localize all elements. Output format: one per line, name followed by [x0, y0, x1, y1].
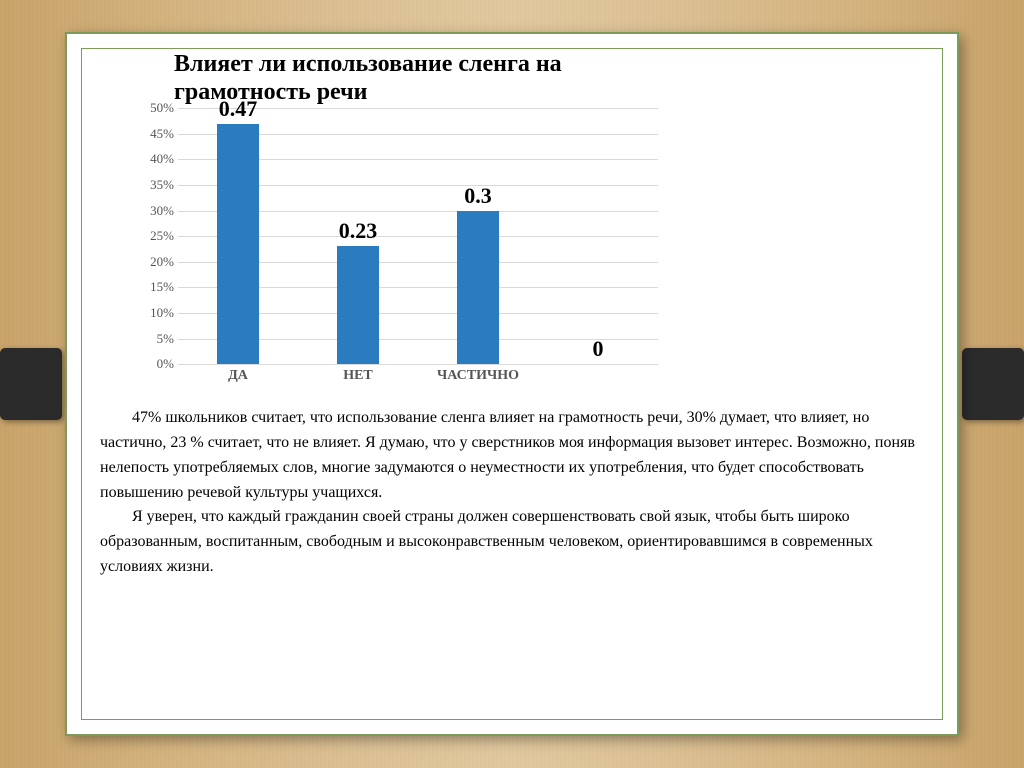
y-tick-label: 15%	[130, 279, 174, 295]
x-tick-label: ЧАСТИЧНО	[418, 364, 538, 388]
x-tick-label	[538, 364, 658, 388]
body-text: 47% школьников считает, что использовани…	[100, 406, 924, 580]
x-tick-label: НЕТ	[298, 364, 418, 388]
bar-value-label: 0.23	[298, 218, 418, 244]
bar-slot: 0.47	[178, 108, 298, 364]
y-tick-label: 0%	[130, 356, 174, 372]
y-tick-label: 40%	[130, 151, 174, 167]
slide-paper: Влияет ли использование сленга на грамот…	[65, 32, 959, 736]
bar	[457, 211, 499, 365]
y-tick-label: 45%	[130, 126, 174, 142]
binder-clip-right	[962, 348, 1024, 420]
chart-plot: 50%45%40%35%30%25%20%15%10%5%0% 0.470.23…	[178, 108, 658, 388]
y-tick-label: 5%	[130, 331, 174, 347]
paragraph-2: Я уверен, что каждый гражданин своей стр…	[100, 505, 924, 579]
bar-value-label: 0	[538, 336, 658, 362]
bar	[337, 246, 379, 364]
y-tick-label: 50%	[130, 100, 174, 116]
y-tick-label: 25%	[130, 228, 174, 244]
y-axis: 50%45%40%35%30%25%20%15%10%5%0%	[130, 108, 174, 364]
y-tick-label: 20%	[130, 254, 174, 270]
slide-inner: Влияет ли использование сленга на грамот…	[81, 48, 943, 720]
x-tick-label: ДА	[178, 364, 298, 388]
y-tick-label: 35%	[130, 177, 174, 193]
bar	[217, 124, 259, 365]
bar-slot: 0	[538, 108, 658, 364]
binder-clip-left	[0, 348, 62, 420]
bar-slot: 0.23	[298, 108, 418, 364]
bar-value-label: 0.3	[418, 183, 538, 209]
bar-value-label: 0.47	[178, 96, 298, 122]
y-tick-label: 30%	[130, 203, 174, 219]
x-axis: ДАНЕТЧАСТИЧНО	[178, 364, 658, 388]
paragraph-1: 47% школьников считает, что использовани…	[100, 406, 924, 505]
bars-container: 0.470.230.3 0	[178, 108, 658, 364]
bar-chart: Влияет ли использование сленга на грамот…	[130, 51, 690, 388]
y-tick-label: 10%	[130, 305, 174, 321]
bar-slot: 0.3	[418, 108, 538, 364]
